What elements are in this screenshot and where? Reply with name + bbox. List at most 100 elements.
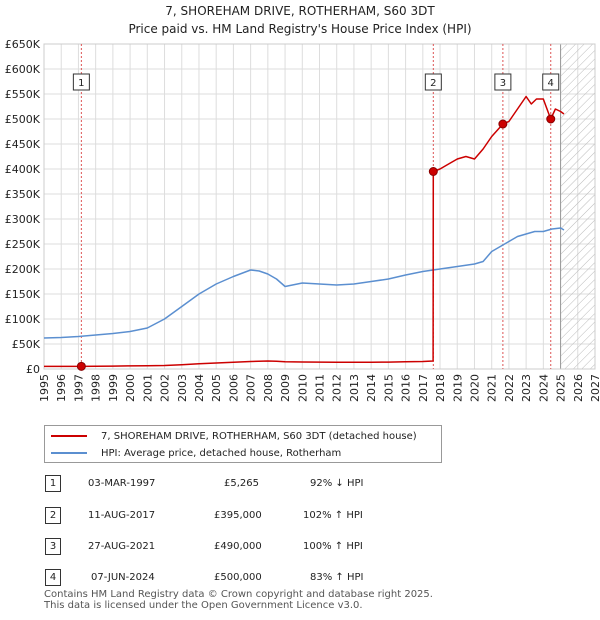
forecast-hatch: [560, 44, 595, 369]
grid-layer: [43, 43, 596, 370]
y-tick-label: £550K: [5, 88, 41, 101]
legend-label-hpi: HPI: Average price, detached house, Roth…: [101, 447, 342, 459]
sale-marker-number: 1: [78, 78, 84, 89]
legend-swatch-hpi: [51, 452, 87, 454]
legend-item-hpi: HPI: Average price, detached house, Roth…: [51, 445, 341, 461]
y-tick-label: £50K: [12, 338, 41, 351]
y-tick-label: £650K: [5, 38, 41, 51]
x-tick-label: 2002: [159, 374, 172, 402]
label-layer: 1 2 3 4: [72, 73, 560, 91]
sale-row: 1 03-MAR-1997 £5,265 92% ↓ HPI: [40, 475, 600, 495]
x-tick-label: 2024: [537, 374, 550, 402]
sale-point: [546, 114, 556, 124]
sale-marker-box: [424, 73, 442, 91]
axis-layer: £0 £50K £100K £150K £200K £250K £300K £350K £400…: [5, 38, 600, 402]
sale-price: £490,000: [214, 541, 262, 552]
sale-date: 11-AUG-2017: [88, 510, 156, 521]
x-tick-label: 2000: [124, 374, 137, 402]
sale-row: 3 27-AUG-2021 £490,000 100% ↑ HPI: [40, 538, 600, 558]
x-tick-label: 2001: [141, 374, 154, 402]
x-tick-label: 2022: [503, 374, 516, 402]
x-tick-label: 2015: [382, 374, 395, 402]
sale-row: 4 07-JUN-2024 £500,000 83% ↑ HPI: [40, 569, 600, 589]
x-tick-label: 1995: [38, 374, 51, 402]
footer-line-2: This data is licensed under the Open Gov…: [44, 600, 363, 611]
x-tick-label: 2027: [589, 374, 600, 402]
x-tick-label: 1999: [107, 374, 120, 402]
title-block: 7, SHOREHAM DRIVE, ROTHERHAM, S60 3DT Pr…: [0, 2, 600, 38]
legend-item-property: 7, SHOREHAM DRIVE, ROTHERHAM, S60 3DT (d…: [51, 428, 417, 444]
sale-marker-number: 3: [500, 78, 506, 89]
price-chart: £0 £50K £100K £150K £200K £250K £300K £350K £400…: [5, 38, 600, 402]
hatch-layer: [560, 44, 595, 369]
plot-area: [43, 43, 596, 370]
sale-price: £395,000: [214, 510, 262, 521]
y-tick-label: £250K: [5, 238, 41, 251]
x-tick-label: 2021: [486, 374, 499, 402]
x-tick-label: 2011: [314, 374, 327, 402]
y-tick-label: £150K: [5, 288, 41, 301]
x-tick-label: 2008: [262, 374, 275, 402]
y-tick-label: £0: [26, 363, 40, 376]
sale-number: 3: [45, 538, 61, 555]
x-tick-label: 2026: [572, 374, 585, 402]
y-tick-label: £200K: [5, 263, 41, 276]
y-tick-label: £300K: [5, 213, 41, 226]
x-tick-label: 1998: [90, 374, 103, 402]
point-layer: [76, 114, 556, 371]
x-tick-label: 2007: [245, 374, 258, 402]
sale-marker-number: 2: [430, 78, 436, 89]
sale-point: [76, 361, 86, 371]
price-paid-line: [44, 95, 565, 368]
x-tick-label: 2010: [296, 374, 309, 402]
sale-price: £5,265: [224, 478, 259, 489]
y-tick-label: £350K: [5, 188, 41, 201]
footer-line-1: Contains HM Land Registry data © Crown c…: [44, 589, 433, 600]
sale-date: 07-JUN-2024: [91, 572, 155, 583]
sale-hpi: 83% ↑ HPI: [310, 572, 364, 583]
sale-hpi: 102% ↑ HPI: [303, 510, 363, 521]
x-tick-label: 2023: [520, 374, 533, 402]
legend-label-property: 7, SHOREHAM DRIVE, ROTHERHAM, S60 3DT (d…: [101, 430, 417, 442]
x-tick-label: 2004: [193, 374, 206, 402]
sale-hpi: 92% ↓ HPI: [310, 478, 364, 489]
legend: 7, SHOREHAM DRIVE, ROTHERHAM, S60 3DT (d…: [44, 425, 442, 463]
sale-date: 03-MAR-1997: [88, 478, 156, 489]
x-tick-label: 1996: [55, 374, 68, 402]
x-tick-label: 2020: [468, 374, 481, 402]
x-tick-label: 2016: [400, 374, 413, 402]
hpi-line: [43, 227, 565, 339]
sale-marker-number: 4: [548, 78, 554, 89]
sale-point: [428, 167, 438, 176]
sale-marker-box: [494, 73, 512, 91]
x-tick-label: 2012: [331, 374, 344, 402]
x-tick-label: 2019: [451, 374, 464, 402]
sale-price: £500,000: [214, 572, 262, 583]
x-tick-label: 2018: [434, 374, 447, 402]
sale-number: 2: [45, 507, 61, 524]
x-tick-label: 2025: [555, 374, 568, 402]
y-tick-label: £500K: [5, 113, 41, 126]
x-tick-label: 2009: [279, 374, 292, 402]
sale-point: [498, 119, 508, 129]
x-tick-label: 2014: [365, 374, 378, 402]
legend-swatch-property: [51, 435, 87, 437]
x-tick-label: 2017: [417, 374, 430, 402]
x-tick-label: 2013: [348, 374, 361, 402]
sale-number: 1: [45, 475, 61, 492]
sale-row: 2 11-AUG-2017 £395,000 102% ↑ HPI: [40, 507, 600, 527]
y-tick-label: £100K: [5, 313, 41, 326]
x-tick-label: 1997: [72, 374, 85, 402]
y-tick-label: £450K: [5, 138, 41, 151]
x-tick-label: 2003: [176, 374, 189, 402]
y-tick-label: £600K: [5, 63, 41, 76]
sale-marker-box: [72, 73, 90, 91]
sale-number: 4: [45, 569, 61, 586]
series-layer: [43, 95, 565, 368]
sale-hpi: 100% ↑ HPI: [303, 541, 363, 552]
y-tick-label: £400K: [5, 163, 41, 176]
marker-line-layer: [80, 44, 552, 369]
footer: Contains HM Land Registry data © Crown c…: [44, 589, 433, 611]
sale-date: 27-AUG-2021: [88, 541, 156, 552]
sale-marker-box: [542, 73, 560, 91]
